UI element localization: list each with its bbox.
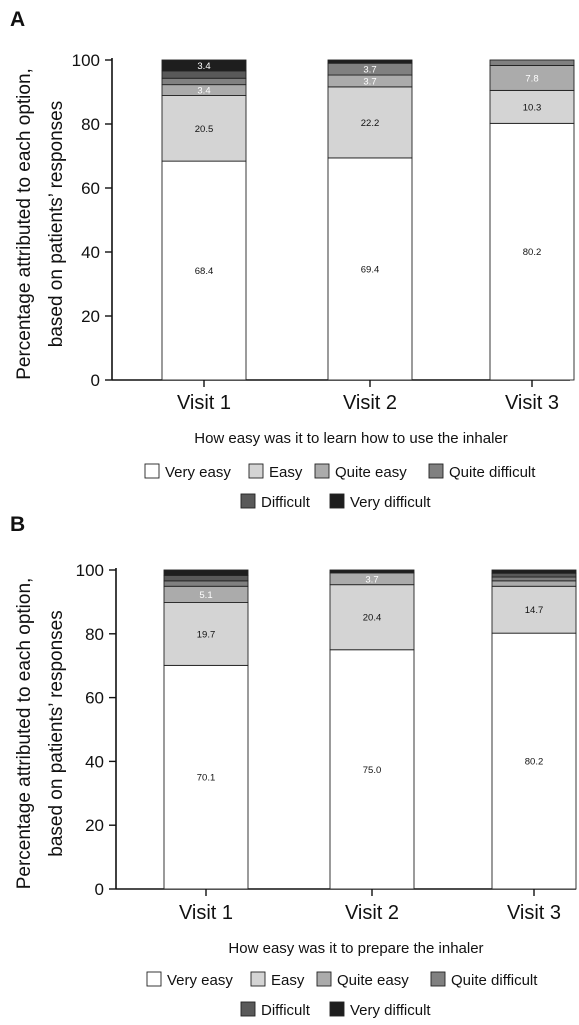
legend-label: Difficult <box>261 494 311 511</box>
bar-segment-very-difficult <box>491 569 577 574</box>
data-label: 3.7 <box>363 65 376 76</box>
y-tick-label: 80 <box>81 115 100 134</box>
legend-label: Very easy <box>167 972 233 989</box>
data-label: 3.4 <box>197 61 210 72</box>
x-tick-label: Visit 1 <box>179 902 233 924</box>
bar-segment-quite-difficult <box>489 59 575 66</box>
y-tick-label: 100 <box>72 51 100 70</box>
legend-label: Very easy <box>165 464 231 481</box>
data-label: 19.7 <box>197 629 216 640</box>
y-tick-label: 40 <box>85 752 104 771</box>
bar-segment-quite-easy <box>491 580 577 587</box>
legend-label: Easy <box>269 464 303 481</box>
legend-label: Quite difficult <box>451 972 538 989</box>
x-axis-label: How easy was it to prepare the inhaler <box>228 940 483 957</box>
legend-swatch <box>146 971 162 987</box>
data-label: 69.4 <box>361 264 380 275</box>
y-tick-label: 80 <box>85 625 104 644</box>
x-tick-label: Visit 2 <box>345 902 399 924</box>
data-label: 80.2 <box>523 247 542 258</box>
data-label: 14.7 <box>525 605 544 616</box>
data-label: 75.0 <box>363 765 382 776</box>
data-label: 3.7 <box>365 574 378 585</box>
legend-label: Quite difficult <box>449 464 536 481</box>
chart-panel-a: A Percentage attributed to each option, ba… <box>10 8 575 511</box>
y-axis-label: based on patients’ responses <box>46 610 67 856</box>
data-label: 80.2 <box>525 757 544 768</box>
legend-label: Easy <box>271 972 305 989</box>
bar-segment-quite-difficult <box>161 77 247 86</box>
bar-segment-very-easy <box>327 157 413 381</box>
bar-segment-quite-difficult <box>163 580 249 587</box>
x-tick-label: Visit 3 <box>505 392 559 414</box>
legend-swatch <box>314 463 330 479</box>
bar-segment-easy <box>327 86 413 159</box>
y-tick-label: 60 <box>85 689 104 708</box>
legend-label: Very difficult <box>350 494 431 511</box>
legend-label: Quite easy <box>335 464 407 481</box>
bar-segment-very-difficult <box>161 59 247 72</box>
legend-swatch <box>329 1001 345 1017</box>
data-label: 20.5 <box>195 124 214 135</box>
data-label: 70.1 <box>197 773 216 784</box>
y-tick-label: 100 <box>76 561 104 580</box>
bar-segment-quite-easy <box>489 64 575 91</box>
bar-segment-easy <box>161 95 247 162</box>
bar-segment-very-easy <box>491 632 577 890</box>
legend-swatch <box>248 463 264 479</box>
bar-segment-easy <box>489 89 575 124</box>
panel-letter: B <box>10 513 25 536</box>
legend-swatch <box>240 493 256 509</box>
y-tick-label: 20 <box>85 816 104 835</box>
bar-segment-difficult <box>163 574 249 582</box>
data-label: 7.8 <box>525 73 538 84</box>
legend-swatch <box>428 463 444 479</box>
data-label: 68.4 <box>195 266 214 277</box>
data-label: 3.4 <box>197 86 210 97</box>
bar-segment-difficult <box>161 70 247 79</box>
y-tick-label: 0 <box>95 880 104 899</box>
legend-swatch <box>316 971 332 987</box>
y-tick-label: 20 <box>81 307 100 326</box>
y-axis-label: Percentage attributed to each option, <box>14 68 35 380</box>
bar-segment-easy <box>491 585 577 634</box>
bar-segment-very-difficult <box>163 569 249 576</box>
chart-panel-b: B Percentage attributed to each option, ba… <box>10 513 577 1019</box>
data-label: 10.3 <box>523 102 542 113</box>
data-label: 3.7 <box>363 76 376 87</box>
y-tick-label: 60 <box>81 179 100 198</box>
legend-swatch <box>250 971 266 987</box>
panel-letter: A <box>10 8 25 31</box>
x-tick-label: Visit 1 <box>177 392 231 414</box>
bar-segment-very-difficult <box>329 569 415 574</box>
y-axis-label: Percentage attributed to each option, <box>14 578 35 890</box>
bar-segment-difficult <box>491 572 577 578</box>
data-label: 22.2 <box>361 118 380 129</box>
legend-swatch <box>144 463 160 479</box>
x-tick-label: Visit 2 <box>343 392 397 414</box>
legend-swatch <box>240 1001 256 1017</box>
x-axis-label: How easy was it to learn how to use the … <box>194 430 508 447</box>
legend-swatch <box>329 493 345 509</box>
legend-label: Quite easy <box>337 972 409 989</box>
x-tick-label: Visit 3 <box>507 902 561 924</box>
data-label: 20.4 <box>363 613 382 624</box>
bar-segment-quite-difficult <box>491 576 577 582</box>
legend-label: Difficult <box>261 1002 311 1019</box>
y-tick-label: 0 <box>91 371 100 390</box>
y-axis-label: based on patients’ responses <box>46 101 67 347</box>
data-label: 5.1 <box>199 590 212 601</box>
legend-label: Very difficult <box>350 1002 431 1019</box>
bar-segment-very-easy <box>329 649 415 890</box>
legend-swatch <box>430 971 446 987</box>
bar-segment-very-difficult <box>327 59 413 64</box>
bar-segment-very-easy <box>161 160 247 381</box>
y-tick-label: 40 <box>81 243 100 262</box>
